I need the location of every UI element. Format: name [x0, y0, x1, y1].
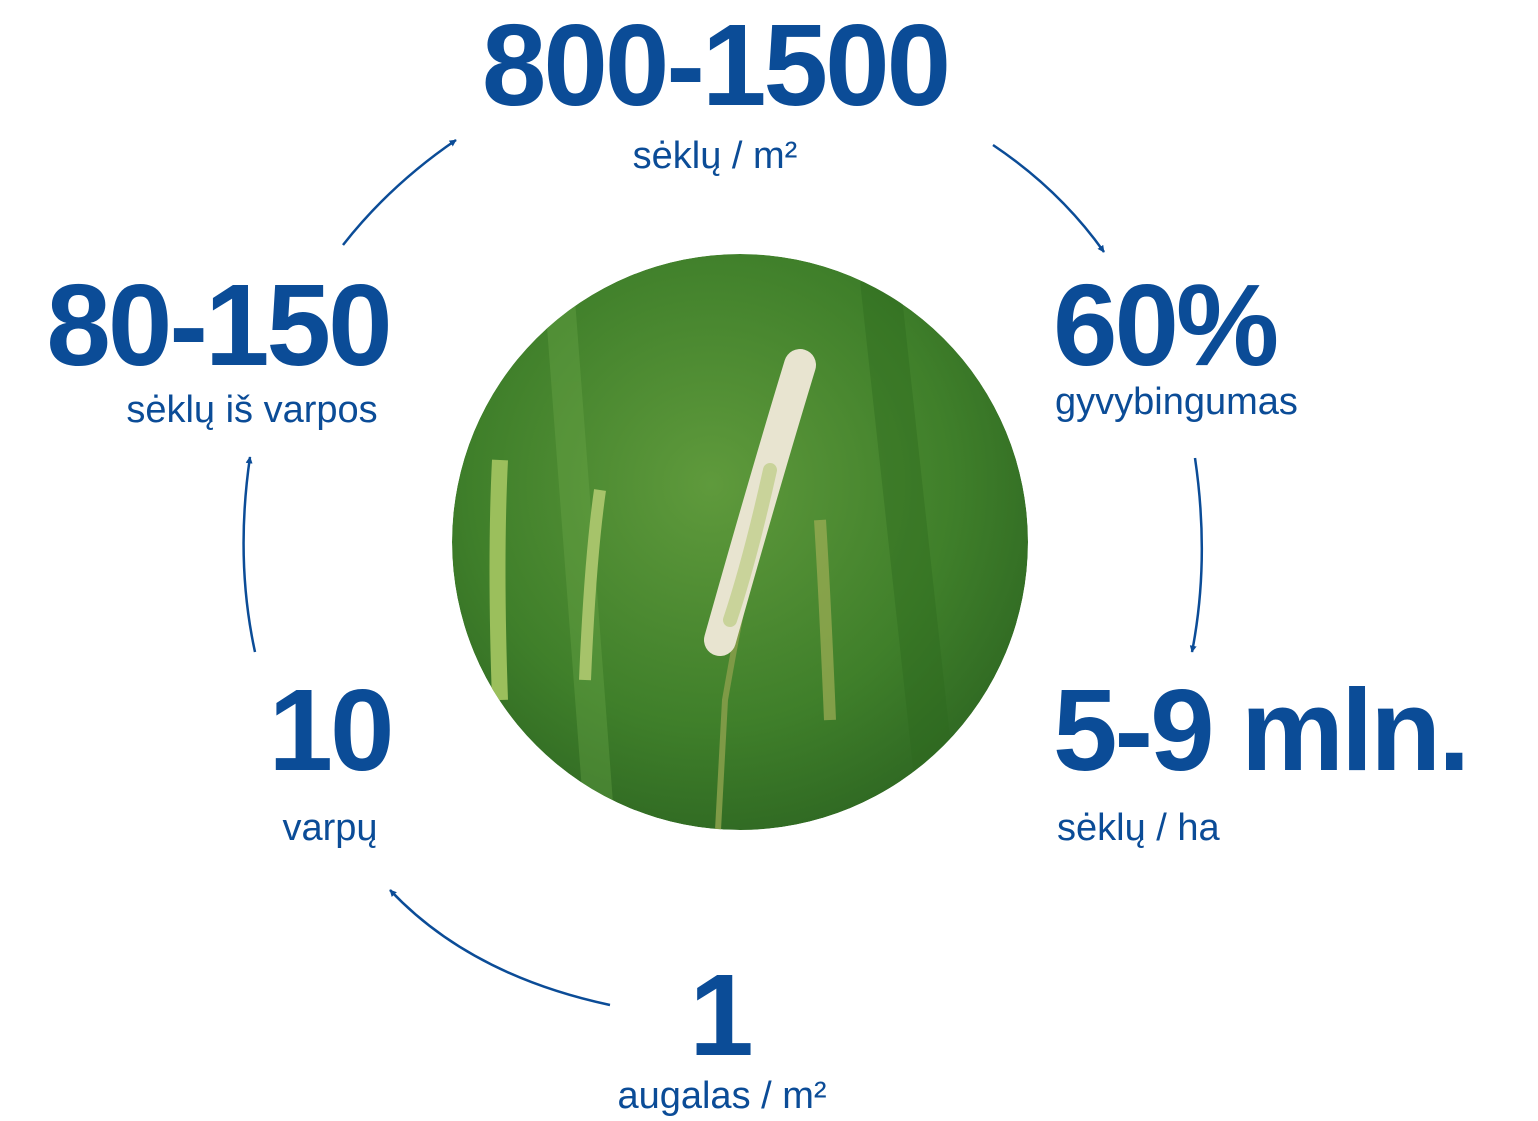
node-label: varpų — [282, 807, 377, 849]
arrow — [244, 457, 255, 652]
arrow — [343, 140, 456, 245]
node-value: 80-150 — [46, 260, 389, 390]
node-label: gyvybingumas — [1055, 381, 1298, 423]
node-label: sėklų / ha — [1057, 807, 1221, 849]
cycle-diagram: 800-1500 sėklų / m² 60% gyvybingumas 5-9… — [0, 0, 1538, 1121]
node-label: augalas / m² — [617, 1075, 826, 1117]
node-value: 1 — [689, 950, 751, 1080]
node-value: 5-9 mln. — [1053, 665, 1467, 795]
arrow — [993, 145, 1104, 252]
arrow — [1192, 458, 1202, 652]
node-value: 10 — [268, 665, 391, 795]
node-label: sėklų / m² — [633, 135, 798, 177]
node-value: 60% — [1053, 260, 1277, 390]
photo — [452, 254, 1028, 830]
node-value: 800-1500 — [482, 0, 948, 130]
arrow — [390, 890, 610, 1005]
node-label: sėklų iš varpos — [126, 389, 377, 431]
